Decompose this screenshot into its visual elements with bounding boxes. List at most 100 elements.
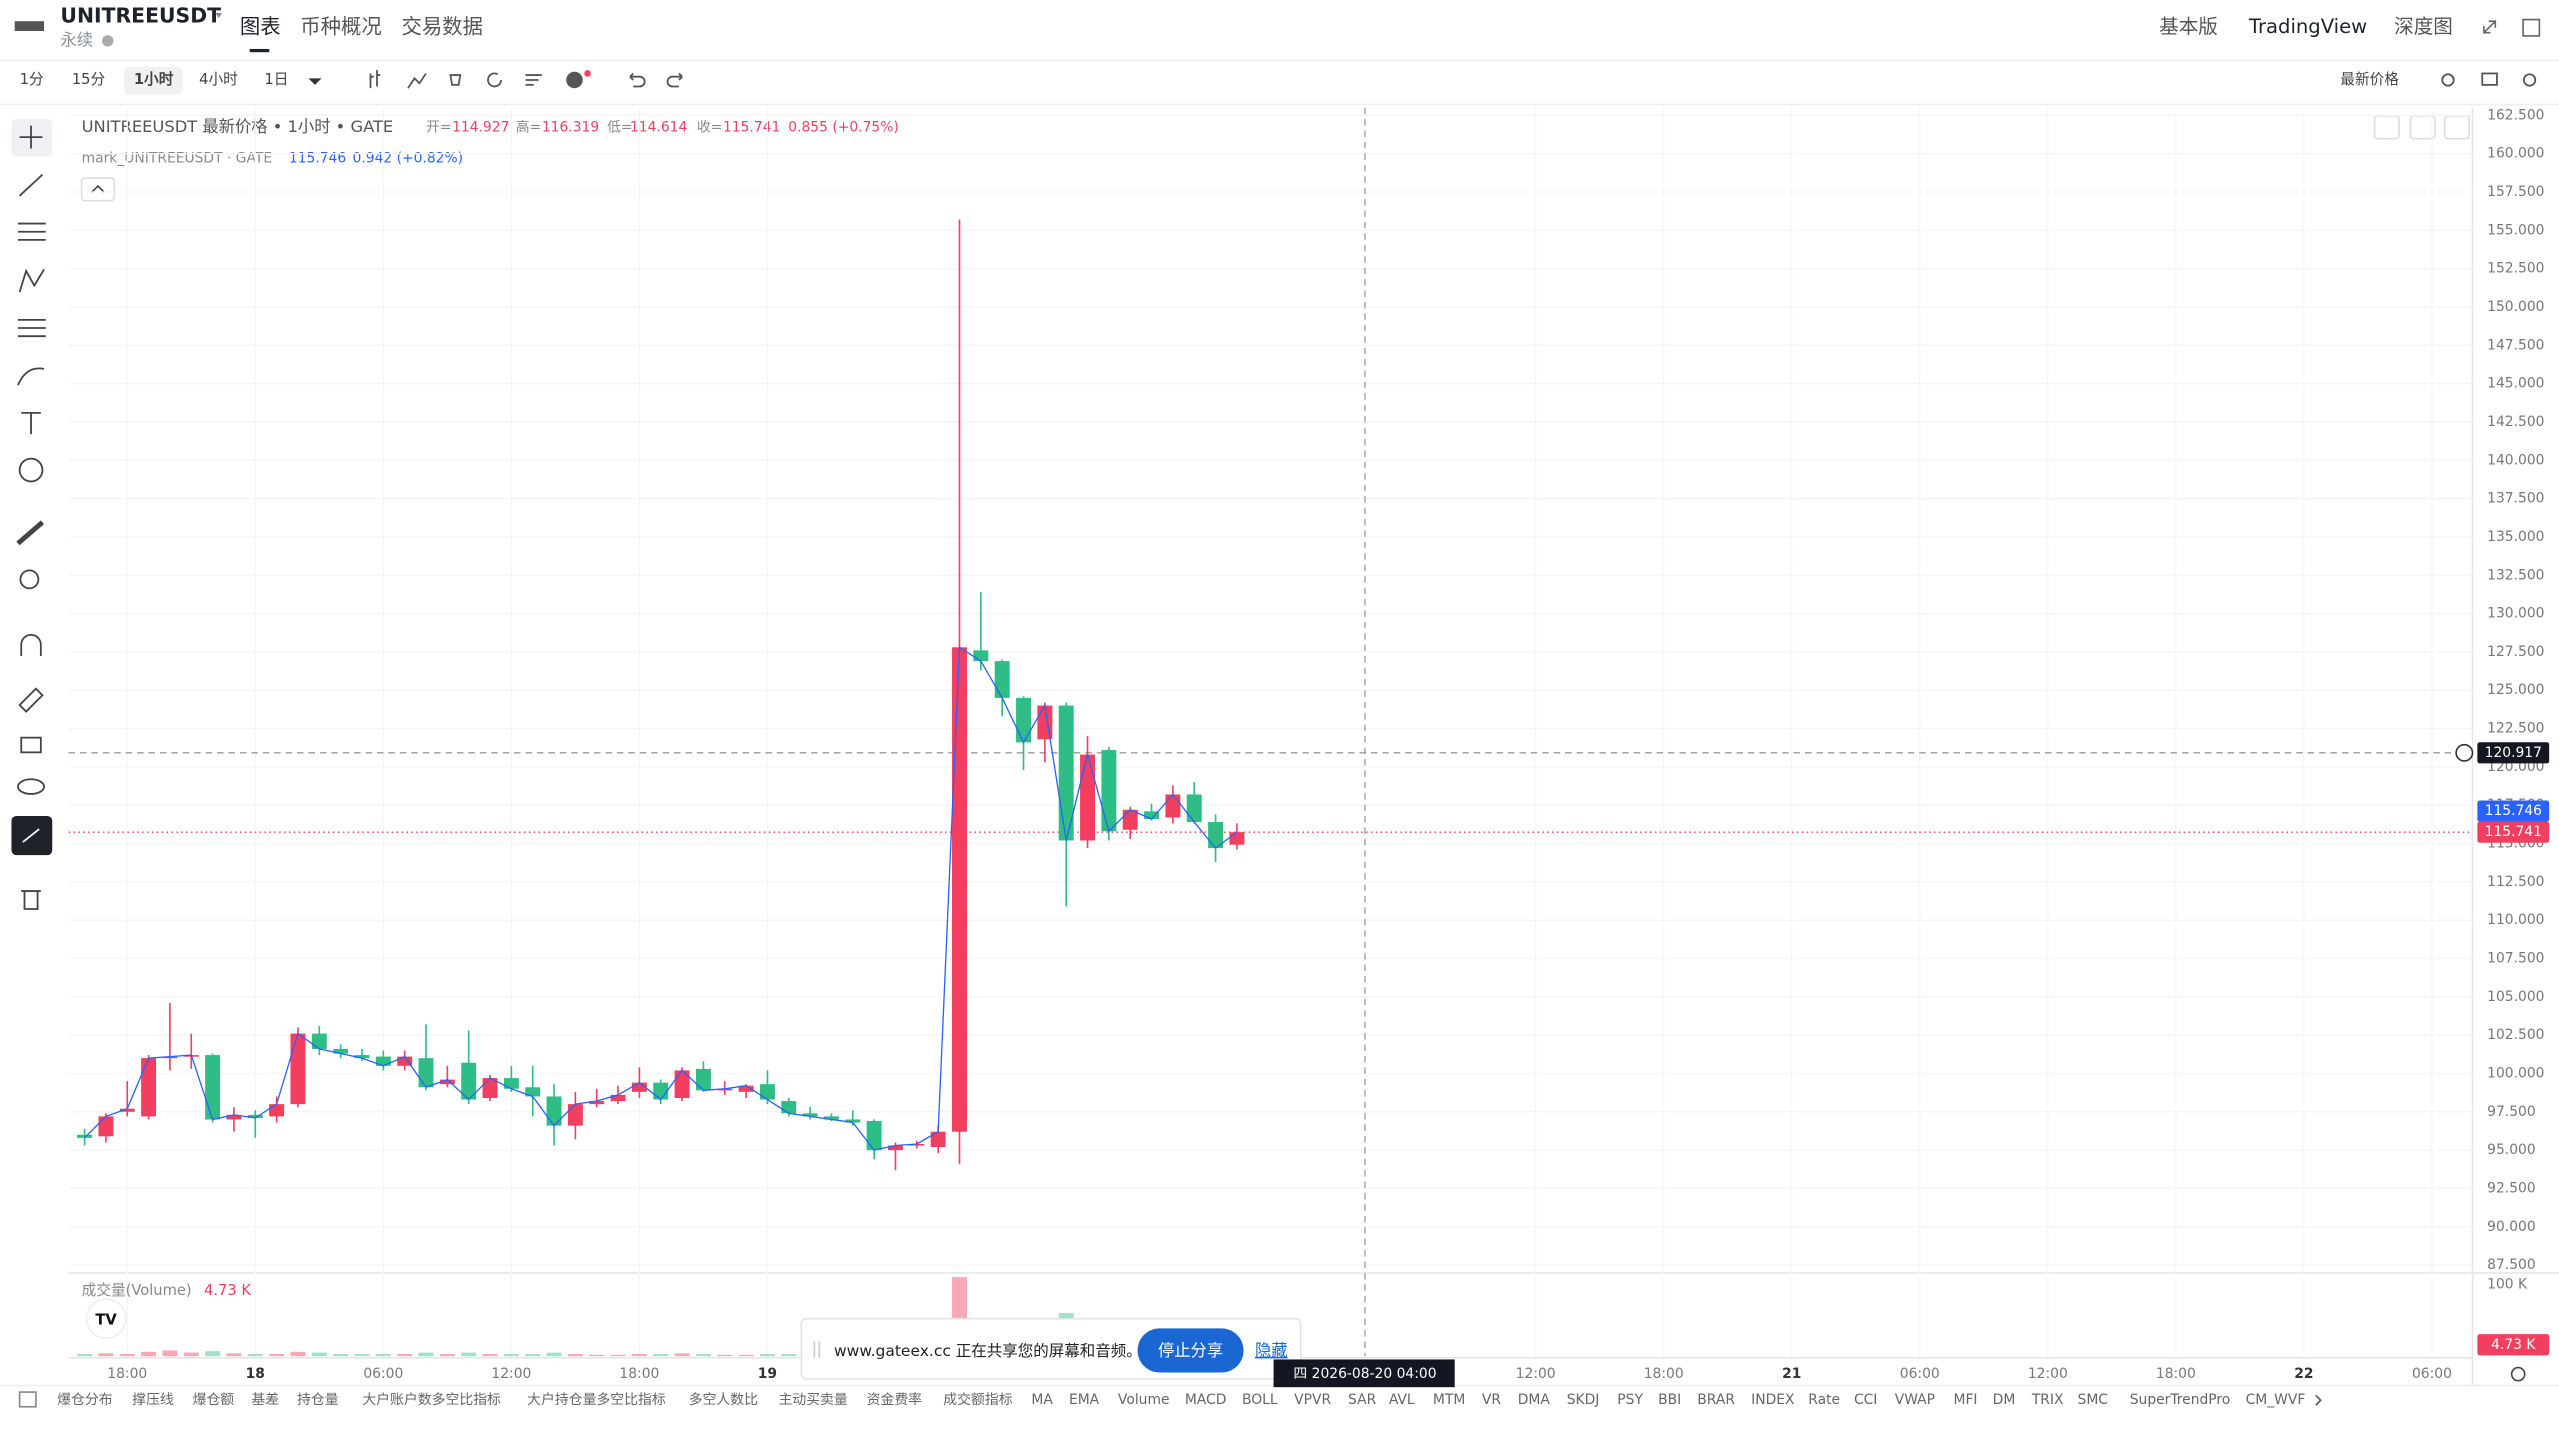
interval[interactable]: 1小时 — [134, 71, 174, 88]
candle-body — [866, 1120, 882, 1151]
y-tick-label: 110.000 — [2487, 912, 2544, 928]
indicator[interactable]: TRIX — [2031, 1392, 2064, 1408]
y-tick-label: 107.500 — [2487, 950, 2544, 966]
tab[interactable]: 交易数据 — [401, 15, 483, 39]
collapse-button[interactable] — [80, 177, 116, 202]
indicator[interactable]: 爆仓额 — [193, 1392, 235, 1408]
add-alert-icon[interactable] — [2455, 743, 2474, 762]
brush-tool[interactable] — [17, 367, 45, 386]
candle-body — [397, 1056, 413, 1066]
indicator[interactable]: 资金费率 — [867, 1391, 923, 1408]
fib-tool[interactable] — [17, 318, 46, 338]
indicator[interactable]: SuperTrendPro — [2130, 1392, 2231, 1408]
indicator[interactable]: SMC — [2078, 1392, 2108, 1408]
indicator[interactable]: BBI — [1658, 1392, 1681, 1408]
indicator-icon[interactable] — [407, 72, 427, 89]
indicator[interactable]: VPVR — [1294, 1392, 1331, 1408]
indicator[interactable]: 基差 — [251, 1391, 279, 1408]
indicator[interactable]: 多空人数比 — [689, 1391, 758, 1408]
indicator[interactable]: DMA — [1518, 1392, 1551, 1408]
redo-icon[interactable] — [666, 72, 683, 88]
line-tool[interactable] — [18, 173, 44, 197]
y-tick-label: 130.000 — [2487, 606, 2544, 622]
indicator[interactable]: MTM — [1433, 1392, 1465, 1408]
symbol[interactable]: UNITREEUSDT — [60, 3, 221, 27]
stop-share-label[interactable]: 停止分享 — [1158, 1341, 1223, 1360]
alert-icon[interactable] — [449, 74, 462, 86]
indicator[interactable]: DM — [1993, 1392, 2016, 1408]
indicator[interactable]: SKDJ — [1567, 1392, 1600, 1408]
indicator[interactable]: BOLL — [1242, 1392, 1278, 1408]
calendar-icon[interactable] — [18, 1391, 37, 1408]
visibility-tool[interactable] — [17, 778, 45, 795]
ruler-tool[interactable] — [16, 520, 45, 546]
indicator[interactable]: MFI — [1954, 1392, 1978, 1408]
template-icon[interactable] — [525, 74, 542, 86]
indicator[interactable]: VR — [1482, 1392, 1501, 1408]
tab[interactable]: 币种概况 — [300, 15, 382, 39]
plugin-icon[interactable] — [566, 71, 583, 89]
indicator[interactable]: MA — [1031, 1392, 1053, 1408]
lock-tool[interactable] — [20, 736, 42, 754]
lock-draw-tool[interactable] — [18, 687, 44, 713]
indicator[interactable]: INDEX — [1751, 1392, 1795, 1408]
candle-body — [802, 1113, 818, 1117]
view-tab[interactable]: 深度图 — [2394, 15, 2453, 38]
interval[interactable]: 1日 — [264, 71, 288, 88]
indicator[interactable]: CCI — [1854, 1392, 1877, 1408]
view-tab[interactable]: 基本版 — [2159, 15, 2218, 38]
indicator[interactable]: 爆仓分布 — [57, 1392, 113, 1408]
indicator[interactable]: 撑压线 — [132, 1392, 174, 1408]
drag-handle[interactable] — [813, 1341, 821, 1358]
scroll-right[interactable] — [2315, 1394, 2322, 1406]
indicator[interactable]: Volume — [1118, 1392, 1170, 1408]
replay-icon[interactable] — [487, 72, 502, 88]
indicator[interactable]: 成交额指标 — [943, 1391, 1012, 1408]
indicator[interactable]: 大户持仓量多空比指标 — [527, 1391, 666, 1408]
indicator[interactable]: BRAR — [1697, 1392, 1735, 1408]
expand-icon[interactable] — [2483, 20, 2497, 34]
search-icon[interactable] — [2441, 73, 2455, 87]
delete-tool[interactable] — [21, 890, 41, 910]
fullscreen-icon[interactable] — [2522, 18, 2541, 37]
volume-bar — [290, 1351, 306, 1357]
stop-share-button[interactable] — [1137, 1328, 1244, 1373]
settings-icon[interactable] — [2510, 1366, 2526, 1382]
settings-icon[interactable] — [2522, 73, 2537, 87]
indicator[interactable]: SAR — [1348, 1392, 1377, 1408]
crosshair-tool[interactable] — [19, 125, 43, 149]
candle-body — [290, 1033, 306, 1105]
info-icon[interactable] — [102, 35, 114, 47]
indicator[interactable]: MACD — [1185, 1392, 1227, 1408]
indicator[interactable]: PSY — [1617, 1392, 1643, 1408]
indicator[interactable]: 持仓量 — [297, 1392, 339, 1408]
indicator[interactable]: CM_WVF — [2246, 1392, 2306, 1408]
indicator[interactable]: 大户账户数多空比指标 — [362, 1391, 501, 1408]
link-tool[interactable] — [22, 828, 40, 843]
indicator[interactable]: VWAP — [1895, 1392, 1935, 1408]
interval[interactable]: 4小时 — [199, 71, 238, 88]
undo-icon[interactable] — [629, 72, 646, 88]
emoji-tool[interactable] — [18, 457, 44, 483]
zoom-tool[interactable] — [19, 569, 40, 590]
indicator[interactable]: EMA — [1069, 1392, 1100, 1408]
channel-tool[interactable] — [17, 222, 46, 241]
hide-link[interactable]: 隐藏 — [1255, 1341, 1288, 1360]
price-source[interactable]: 最新价格 — [2340, 71, 2399, 88]
camera-icon[interactable] — [2481, 72, 2498, 86]
candle-type-icon[interactable] — [369, 70, 381, 89]
pattern-tool[interactable] — [18, 268, 45, 293]
magnet-tool[interactable] — [20, 633, 42, 657]
dropdown-icon[interactable] — [308, 78, 322, 85]
view-tab[interactable]: TradingView — [2248, 15, 2367, 38]
interval[interactable]: 1分 — [20, 71, 44, 88]
indicator[interactable]: AVL — [1389, 1392, 1415, 1408]
y-tick-label: 132.500 — [2487, 567, 2544, 583]
text-tool[interactable] — [21, 411, 41, 435]
tab[interactable]: 图表 — [240, 15, 281, 39]
x-tick-label: 12:00 — [1516, 1366, 1556, 1382]
indicator[interactable]: Rate — [1808, 1392, 1840, 1408]
interval[interactable]: 15分 — [72, 71, 106, 88]
dropdown-icon[interactable] — [215, 13, 222, 18]
indicator[interactable]: 主动买卖量 — [778, 1392, 847, 1408]
